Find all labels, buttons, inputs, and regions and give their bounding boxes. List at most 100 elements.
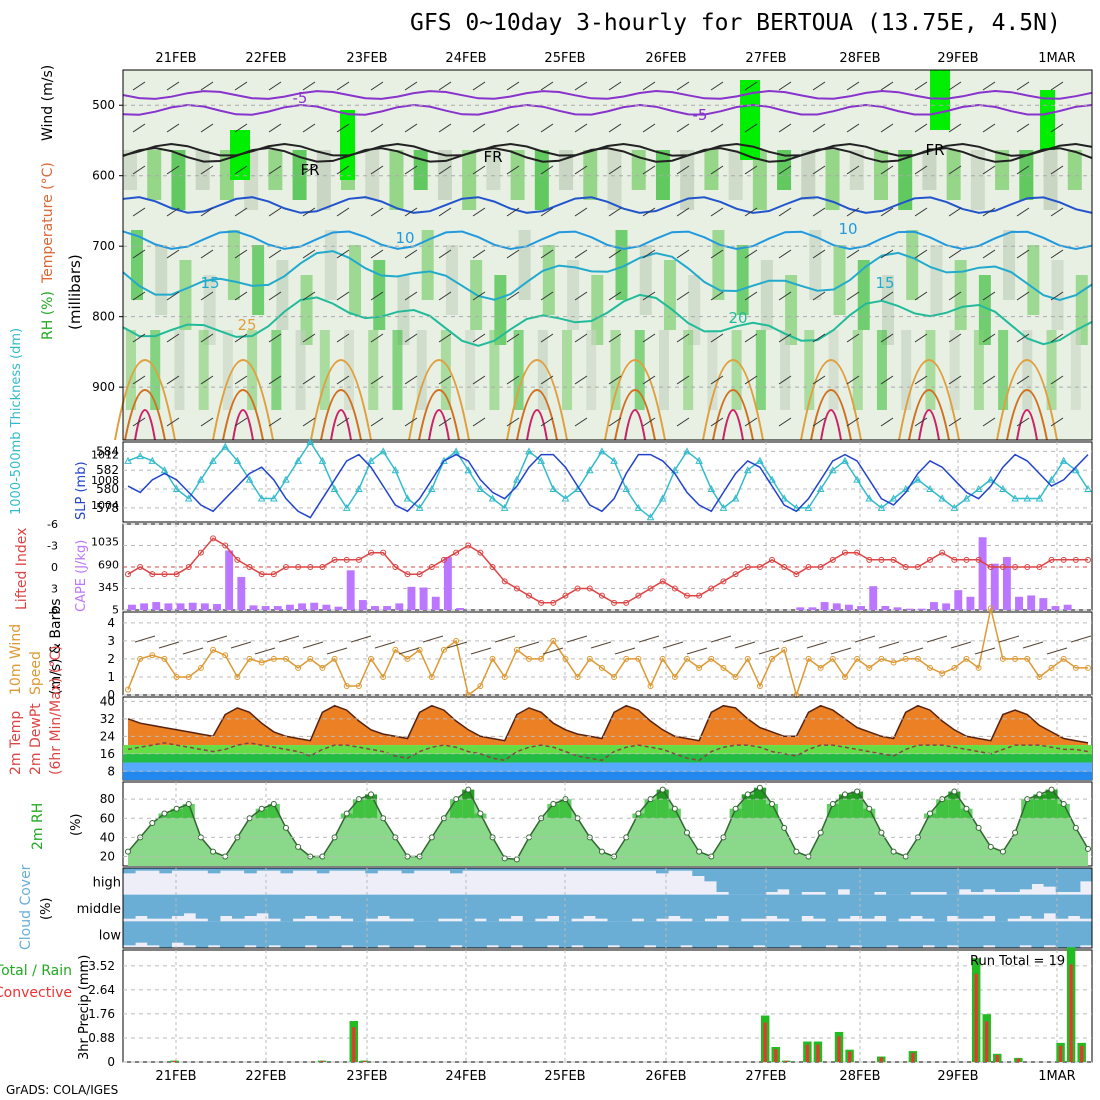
thickness-line-point bbox=[780, 494, 789, 502]
isotherm-line bbox=[122, 103, 1093, 116]
lifted-tick-label: -6 bbox=[47, 518, 58, 531]
cloud-cell bbox=[631, 868, 645, 871]
lifted-tick-label: 3 bbox=[51, 583, 58, 596]
rh-line-point bbox=[817, 829, 824, 836]
wind-speed-line-point bbox=[647, 682, 654, 689]
wind-barb bbox=[268, 207, 282, 217]
date-label-top: 29FEB bbox=[937, 51, 978, 66]
cloud-cell bbox=[450, 894, 463, 919]
wind-speed-line-point bbox=[319, 664, 326, 671]
lifted-index-line-point bbox=[963, 556, 970, 563]
wind-barb bbox=[642, 123, 656, 133]
date-label-top: 26FEB bbox=[645, 51, 686, 66]
lifted-index-line-point bbox=[987, 564, 994, 570]
rh-shade-cell bbox=[174, 330, 185, 410]
convective-bar bbox=[985, 1021, 989, 1062]
wind-barb bbox=[200, 375, 214, 385]
cloud-cell bbox=[462, 894, 475, 922]
cloud-cell bbox=[680, 921, 693, 946]
upper-ylabel: RH (%) bbox=[40, 291, 56, 340]
cape-bar bbox=[152, 602, 161, 610]
rh-shade-cell bbox=[486, 150, 501, 190]
wind-speed-line-point bbox=[805, 655, 812, 662]
wind-speed-line-point bbox=[331, 655, 338, 662]
rh-shade-cell bbox=[421, 230, 434, 300]
cloud-cell bbox=[886, 894, 899, 922]
lifted-index-line-point bbox=[416, 571, 423, 578]
wind-barb bbox=[200, 207, 214, 217]
rh-band bbox=[753, 787, 766, 800]
rh-shade-cell bbox=[147, 150, 162, 200]
cape-bar bbox=[261, 606, 270, 610]
wind-barb bbox=[642, 165, 656, 175]
wind-barb bbox=[506, 249, 520, 259]
convective-bar bbox=[911, 1052, 915, 1062]
cloud-cell bbox=[595, 894, 608, 919]
rh-shade-cell bbox=[607, 150, 622, 210]
lifted-index-line-point bbox=[890, 556, 897, 563]
isotherm-line bbox=[122, 89, 1093, 100]
wind-barb bbox=[744, 165, 758, 175]
wind-barb bbox=[574, 207, 588, 217]
cloud-cell bbox=[898, 921, 911, 948]
wind-speed-line-point bbox=[161, 655, 168, 662]
upper-ylabel-units: (millibars) bbox=[66, 254, 84, 330]
rh-line-point bbox=[1085, 845, 1091, 852]
wind-barb bbox=[846, 333, 860, 343]
wind-barb bbox=[230, 641, 252, 649]
wind-speed-line-point bbox=[635, 655, 642, 662]
thickness-line-point bbox=[415, 503, 424, 511]
wind-speed-line-point bbox=[526, 655, 533, 662]
temp-band bbox=[123, 753, 1092, 763]
wind-speed-line-point bbox=[440, 646, 447, 653]
cloud-cell bbox=[546, 921, 560, 946]
wind-barb bbox=[734, 641, 756, 649]
convective-bar bbox=[1080, 1045, 1084, 1062]
wind-barb bbox=[608, 123, 622, 133]
cloud-cell bbox=[1067, 868, 1081, 892]
cloud-cell bbox=[256, 894, 269, 914]
wind-barb bbox=[1050, 81, 1064, 91]
rh-shade-cell bbox=[901, 330, 912, 410]
rh-line-point bbox=[477, 810, 484, 817]
wind-speed-line-point bbox=[343, 682, 350, 689]
rh-line-point bbox=[878, 829, 885, 836]
wind-barb bbox=[302, 291, 316, 301]
wind-barb bbox=[608, 333, 622, 343]
rh-line-point bbox=[671, 805, 678, 812]
contour-label: -5 bbox=[293, 89, 308, 107]
cloud-cell bbox=[425, 894, 439, 922]
wind-barb bbox=[1016, 123, 1030, 133]
rh-line-point bbox=[598, 848, 605, 855]
date-label-top: 1MAR bbox=[1038, 51, 1075, 66]
thickness-line-point bbox=[342, 503, 351, 511]
wind-barb bbox=[982, 123, 996, 133]
wind-barb bbox=[710, 375, 724, 385]
cloud-cell bbox=[873, 921, 887, 948]
run-total-label: Run Total = 19 bbox=[970, 954, 1065, 969]
cloud-cell bbox=[365, 868, 378, 874]
cape-bar bbox=[857, 606, 866, 610]
rh-line-point bbox=[1072, 824, 1079, 831]
slp-line bbox=[127, 453, 1089, 519]
cloud-cell bbox=[583, 921, 596, 948]
cloud-cell bbox=[232, 868, 245, 871]
lifted-index-line-point bbox=[817, 564, 824, 570]
cloud-cell bbox=[571, 921, 584, 946]
warm-contour bbox=[134, 409, 156, 441]
wind-barb bbox=[914, 81, 928, 91]
thickness-line-point bbox=[221, 442, 230, 450]
wind-barb bbox=[1016, 81, 1030, 91]
cloud-cell bbox=[498, 921, 512, 948]
thickness-line-point bbox=[257, 494, 266, 502]
rh-line-point bbox=[210, 848, 217, 855]
warm-contour bbox=[526, 409, 548, 441]
rh-shade-cell bbox=[276, 260, 289, 330]
wind-barb bbox=[132, 123, 146, 133]
lifted-index-line-point bbox=[222, 542, 229, 549]
lifted-index-line-point bbox=[368, 549, 375, 556]
rh-shade-cell bbox=[440, 330, 451, 410]
wind-barb bbox=[778, 375, 792, 385]
cloud-cell bbox=[728, 894, 742, 922]
wind-barb bbox=[166, 291, 180, 301]
